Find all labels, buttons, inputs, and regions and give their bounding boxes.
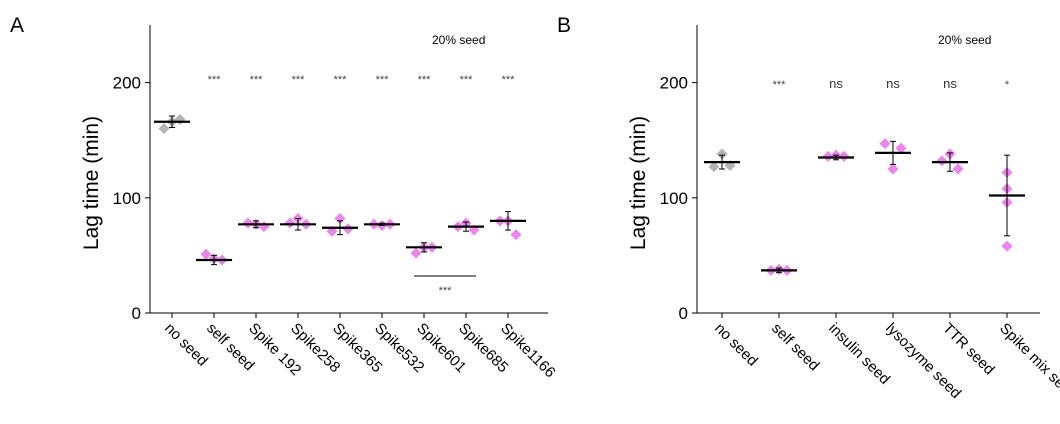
panel-a-x-tick-label: Spike1166 [497,320,558,381]
panel-a-y-axis-label: Lag time (min) [80,116,103,250]
panel-b-data-point [895,142,907,154]
panel-b-y-tick-label: 200 [660,74,688,93]
panel-b-x-tick-label: TTR seed [939,320,998,379]
panel-b-y-tick-label: 0 [679,304,688,323]
panel-a-significance-label: *** [334,74,348,86]
panel-b-data-point [879,138,891,150]
panel-b-data-point [716,148,728,160]
panel-a-significance-label: *** [418,74,432,86]
panel-a-data-point [174,113,186,125]
panel-a-seed-label: 20% seed [432,33,485,47]
panel-a-data-point [158,123,170,135]
panel-a-significance-label: *** [502,74,516,86]
panel-a-data-point [258,221,270,233]
panel-b-chart: B Lag time (min) 20% seed 0 100 200 no seed… [557,14,1060,404]
panel-a-bracket-label: *** [439,285,453,297]
panel-a-data-point [284,217,296,229]
panel-a-y-tick-label: 100 [113,189,141,208]
panel-b-significance-label: ns [886,76,900,91]
panel-b-data-point [838,150,850,162]
panel-b-data-point [952,163,964,175]
panel-b-x-tick-label: no seed [711,320,761,370]
panel-a-data-point [410,247,422,259]
panel-b-significance-label: *** [773,79,787,91]
panel-a-significance-label: *** [292,74,306,86]
panel-b-x-tick-label: self seed [768,320,822,374]
panel-a-letter: A [10,14,24,37]
panel-a-y-tick-label: 0 [132,304,141,323]
panel-b-y-tick-label: 100 [660,189,688,208]
panel-a-data-point [510,229,522,241]
panel-a-data-point [200,248,212,260]
panel-a-significance-label: *** [208,74,222,86]
panel-a-data-point [342,223,354,235]
panel-b-data-point [936,155,948,167]
panel-b-significance-label: ns [829,76,843,91]
panel-a-significance-label: *** [250,74,264,86]
panel-b-y-axis-label: Lag time (min) [627,116,650,250]
panel-b-x-tick-label: Spike mix seed [996,320,1060,404]
panel-a-y-tick-label: 200 [113,74,141,93]
panel-a-x-tick-label: no seed [161,320,211,370]
panel-b-significance-label: * [1005,79,1010,91]
panel-a-significance-label: *** [376,74,390,86]
panel-b-data-point [1001,240,1013,252]
panel-b-letter: B [557,14,571,37]
panel-b-data-point [822,150,834,162]
panel-b-data-point [708,161,720,173]
panel-a-significance-label: *** [460,74,474,86]
panel-b-significance-label: ns [943,76,957,91]
panel-b-seed-label: 20% seed [938,33,991,47]
panel-a-data-point [242,217,254,229]
panel-b-data-point [887,163,899,175]
panel-a-chart: A Lag time (min) 20% seed 0 100 200 no seed… [10,14,559,381]
